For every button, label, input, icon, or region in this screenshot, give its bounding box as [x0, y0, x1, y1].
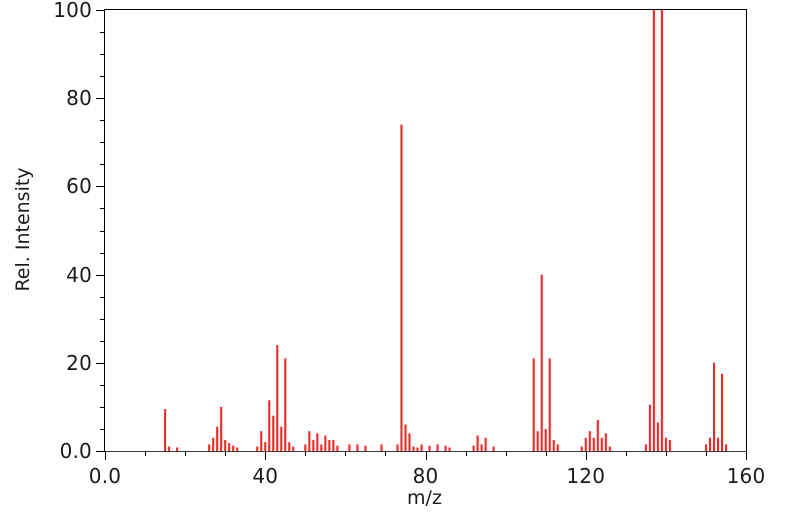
y-tick-minor [100, 406, 105, 408]
y-tick-label: 60 [66, 174, 92, 199]
y-tick-minor [100, 32, 105, 34]
y-tick-label: 20 [66, 350, 92, 375]
plot-area: 0.0 20 40 60 80 100 0.0 40 80 120 160 [53, 0, 765, 488]
y-tick-minor [100, 54, 105, 56]
x-tick-label: 40 [252, 464, 279, 488]
x-tick-label: 0.0 [88, 464, 122, 488]
x-tick-major [105, 451, 106, 460]
x-tick-minor [545, 451, 547, 456]
y-tick-major [96, 274, 105, 276]
x-tick-minor [145, 451, 147, 456]
y-tick-label: 100 [53, 0, 92, 22]
y-tick-minor [100, 164, 105, 166]
x-tick-minor [665, 451, 667, 456]
y-tick-minor [100, 428, 105, 430]
x-axis-title: m/z [407, 487, 442, 509]
x-tick-minor [705, 451, 707, 456]
y-tick-minor [100, 384, 105, 386]
y-tick-minor [100, 340, 105, 342]
x-tick-label: 80 [412, 464, 439, 488]
x-tick-minor [385, 451, 387, 456]
y-tick-major [96, 451, 105, 452]
x-tick-major [746, 451, 747, 460]
x-tick-minor [345, 451, 347, 456]
x-tick-minor [465, 451, 467, 456]
y-tick-major [96, 98, 105, 100]
x-tick-minor [305, 451, 307, 456]
x-tick-major [585, 451, 587, 460]
y-tick-minor [100, 208, 105, 210]
y-tick-minor [100, 252, 105, 254]
x-tick-label: 160 [726, 464, 766, 488]
y-tick-major [96, 186, 105, 188]
x-tick-minor [625, 451, 627, 456]
x-tick-label: 120 [566, 464, 606, 488]
y-tick-minor [100, 230, 105, 232]
y-tick-label: 0.0 [59, 439, 92, 463]
y-tick-minor [100, 142, 105, 144]
y-tick-minor [100, 296, 105, 298]
y-tick-minor [100, 76, 105, 78]
y-tick-major [96, 10, 105, 11]
x-tick-major [425, 451, 427, 460]
x-tick-minor [225, 451, 227, 456]
y-tick-minor [100, 318, 105, 320]
x-tick-major [265, 451, 267, 460]
spectrum-peaks [164, 10, 728, 451]
y-tick-label: 40 [66, 262, 92, 287]
y-tick-minor [100, 120, 105, 122]
x-tick-minor [505, 451, 507, 456]
y-axis-title: Rel. Intensity [12, 167, 34, 292]
y-tick-major [96, 362, 105, 364]
y-tick-label: 80 [66, 86, 92, 111]
x-tick-minor [185, 451, 187, 456]
